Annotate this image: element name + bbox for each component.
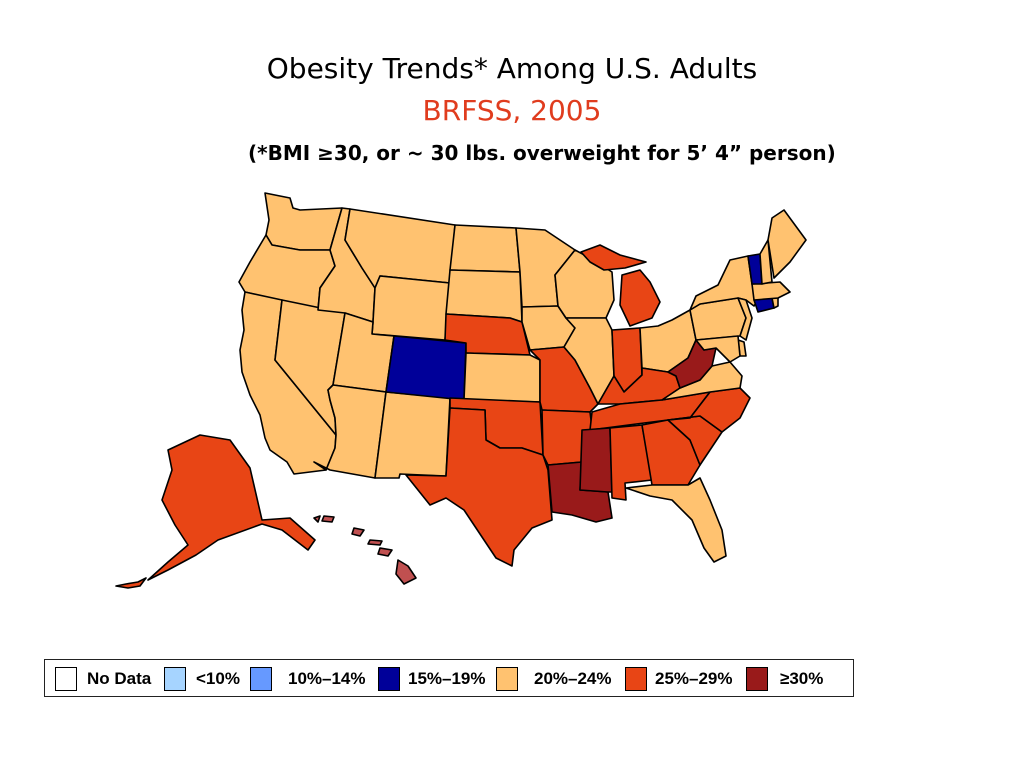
state-nd — [449, 224, 521, 273]
state-wa — [264, 192, 343, 251]
legend-label-10-14: 10%–14% — [288, 669, 366, 688]
state-nm — [374, 391, 451, 479]
state-ms — [579, 427, 613, 493]
state-wy — [371, 275, 451, 341]
state-mi — [619, 269, 661, 327]
legend-label-20-24: 20%–24% — [534, 669, 612, 688]
legend-swatch-lt10 — [164, 667, 186, 691]
state-il — [563, 317, 615, 405]
state-wv — [667, 339, 717, 389]
state-ks — [463, 352, 541, 403]
state-md — [695, 335, 741, 363]
state-me — [767, 209, 807, 279]
hawaii-island-oahu — [351, 527, 365, 537]
legend-swatch-no-data — [55, 667, 77, 691]
hawaii-island-maui — [377, 547, 393, 557]
map-title: Obesity Trends* Among U.S. Adults — [266, 52, 758, 85]
legend: No Data <10% 10%–14% 15%–19% 20%–24% 25%… — [44, 659, 854, 697]
state-hi — [395, 559, 417, 585]
hawaii-island-molokai — [367, 539, 383, 546]
legend-swatch-20-24 — [496, 667, 518, 691]
legend-label-25-29: 25%–29% — [655, 669, 733, 688]
legend-swatch-10-14 — [250, 667, 272, 691]
state-fl — [625, 477, 727, 563]
state-nj — [737, 297, 753, 341]
alaska-islands — [115, 577, 147, 589]
legend-swatch-15-19 — [378, 667, 400, 691]
hawaii-island-kauai — [321, 515, 335, 523]
state-tx — [405, 407, 553, 567]
state-ma — [751, 281, 791, 301]
hawaii-island-niihau — [313, 515, 321, 523]
legend-label-no-data: No Data — [87, 669, 152, 688]
state-ri — [771, 297, 779, 309]
state-mi-upper — [580, 244, 647, 271]
state-co — [385, 335, 467, 401]
state-ak — [147, 434, 316, 581]
legend-label-lt10: <10% — [196, 669, 240, 688]
legend-swatch-ge30 — [746, 667, 768, 691]
legend-label-ge30: ≥30% — [780, 669, 824, 688]
legend-swatch-25-29 — [625, 667, 647, 691]
map-subtitle: BRFSS, 2005 — [422, 94, 602, 127]
legend-label-15-19: 15%–19% — [408, 669, 486, 688]
bmi-footnote: (*BMI ≥30, or ~ 30 lbs. overweight for 5… — [248, 141, 836, 165]
